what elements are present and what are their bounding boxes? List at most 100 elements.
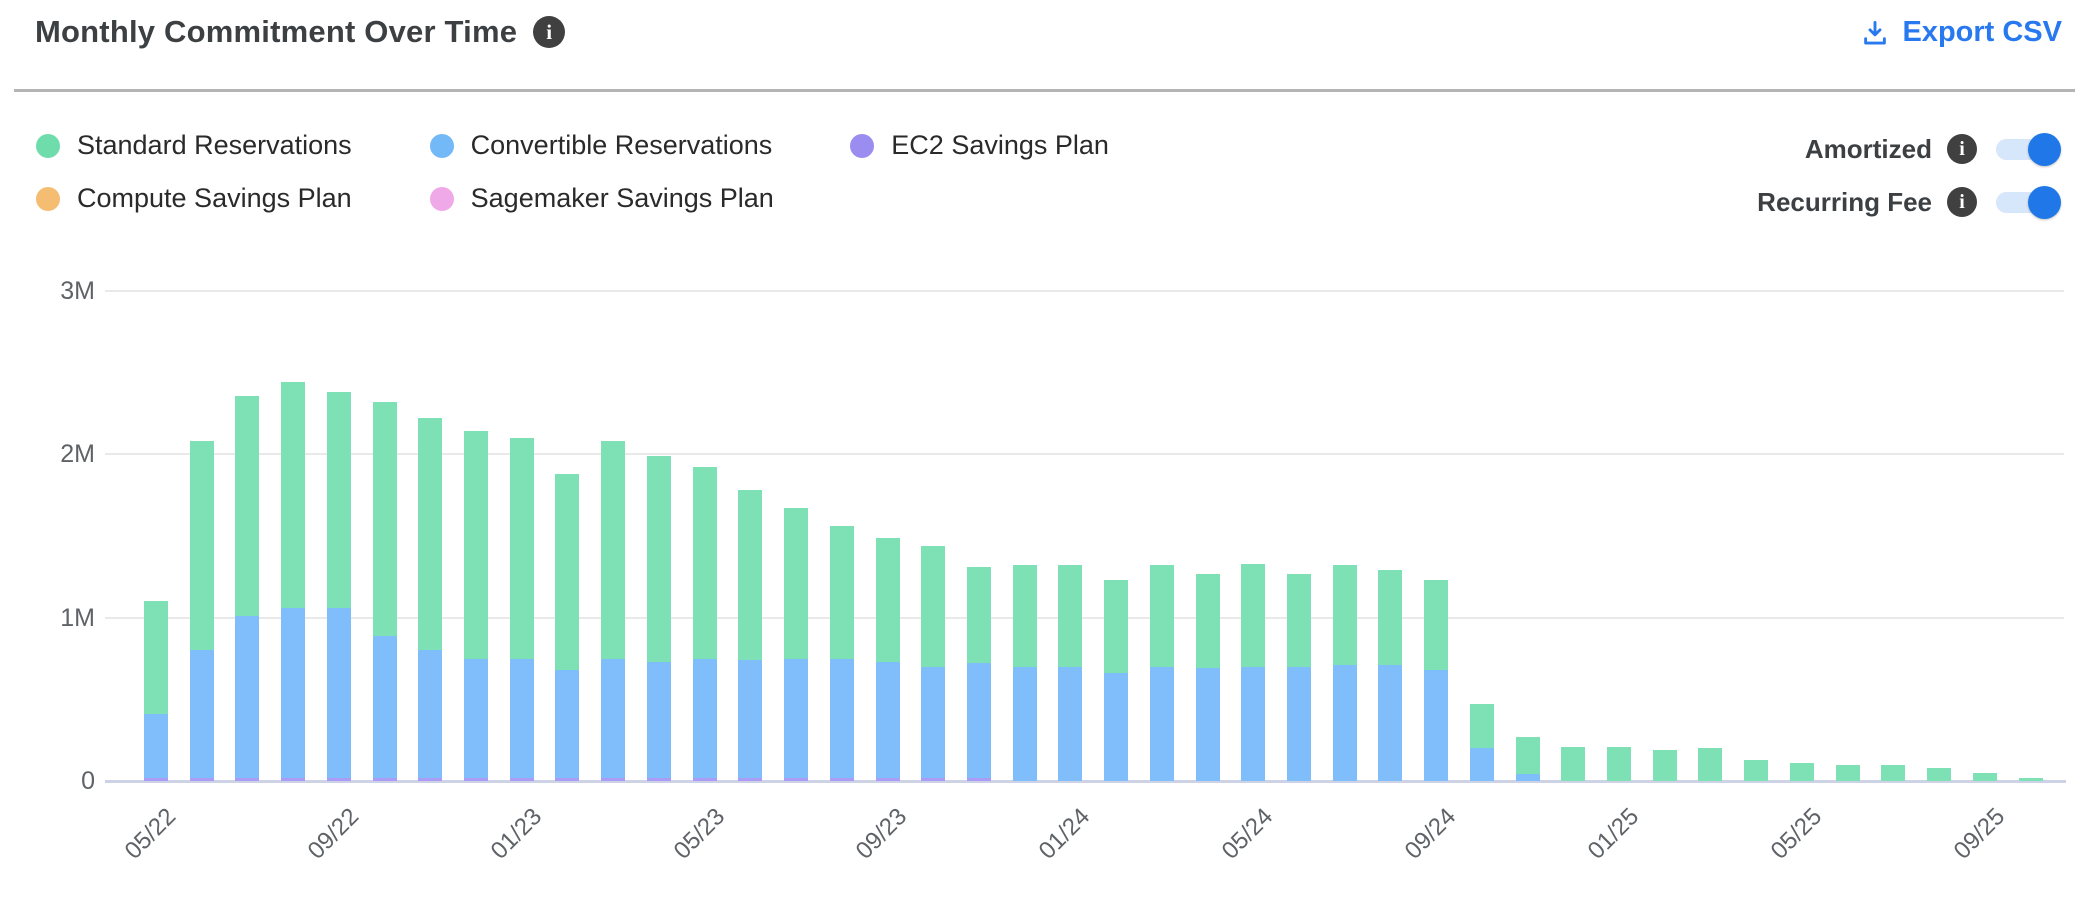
segment-standard-reservations [1104,580,1129,674]
download-icon [1860,18,1890,48]
bar-07/25[interactable] [1881,764,1906,781]
bar-03/24[interactable] [1149,565,1174,781]
bar-11/23[interactable] [966,567,991,781]
segment-convertible-reservations [1149,666,1174,781]
title-info-icon[interactable]: i [533,16,566,48]
segment-ec2-savings-plan [875,777,900,781]
bar-10/25[interactable] [2018,777,2043,781]
segment-ec2-savings-plan [372,777,397,781]
bar-08/24[interactable] [1378,570,1403,781]
legend-item-convertible-reservations[interactable]: Convertible Reservations [429,130,773,161]
bar-10/22[interactable] [372,402,397,781]
bar-06/25[interactable] [1835,764,1860,781]
bar-09/23[interactable] [875,537,900,781]
segment-standard-reservations [601,441,626,659]
segment-convertible-reservations [784,658,809,778]
legend-item-ec2-savings-plan[interactable]: EC2 Savings Plan [850,130,1109,161]
segment-standard-reservations [1469,704,1494,749]
segment-ec2-savings-plan [144,777,168,781]
segment-ec2-savings-plan [235,777,260,781]
bar-06/24[interactable] [1287,573,1311,781]
bar-01/25[interactable] [1607,746,1632,781]
segment-standard-reservations [1698,748,1723,781]
bar-12/22[interactable] [464,431,489,781]
bar-04/23[interactable] [646,455,671,781]
info-icon[interactable]: i [1947,187,1977,217]
bar-09/22[interactable] [326,392,351,781]
bar-08/25[interactable] [1927,767,1952,781]
bar-07/24[interactable] [1332,565,1357,781]
bar-06/23[interactable] [738,490,763,781]
x-tick-label-05/25: 05/25 [1765,803,1828,865]
segment-standard-reservations [1652,749,1677,781]
segment-standard-reservations [921,545,946,667]
x-tick-label-09/24: 09/24 [1399,803,1462,865]
segment-convertible-reservations [281,607,306,778]
bar-02/24[interactable] [1104,580,1129,781]
bar-05/23[interactable] [692,467,717,781]
toggle-knob [2028,185,2061,219]
segment-ec2-savings-plan [829,777,854,781]
bar-02/25[interactable] [1652,749,1677,781]
legend-item-compute-savings-plan[interactable]: Compute Savings Plan [36,183,352,214]
gridline-3M [105,290,2064,292]
info-icon[interactable]: i [1947,134,1977,164]
segment-convertible-reservations [601,658,626,778]
segment-ec2-savings-plan [189,777,214,781]
segment-ec2-savings-plan [966,777,991,781]
bar-02/23[interactable] [555,473,580,781]
segment-standard-reservations [418,418,443,651]
bar-11/22[interactable] [418,418,443,781]
toggle-group: Amortized i Recurring Fee i [1757,130,2062,221]
bar-08/23[interactable] [829,526,854,781]
toggle-knob [2028,132,2061,166]
segment-convertible-reservations [1332,665,1357,781]
bar-10/23[interactable] [921,545,946,781]
recurring-fee-toggle-switch[interactable] [1996,185,2061,219]
segment-convertible-reservations [326,607,351,778]
legend-item-sagemaker-savings-plan[interactable]: Sagemaker Savings Plan [429,183,774,214]
bar-05/24[interactable] [1241,563,1266,781]
segment-standard-reservations [326,392,351,608]
segment-convertible-reservations [1241,666,1266,781]
bar-06/22[interactable] [189,441,214,781]
segment-convertible-reservations [1469,748,1494,781]
legend-item-standard-reservations[interactable]: Standard Reservations [36,130,352,161]
segment-convertible-reservations [692,658,717,778]
gridline-1M [105,616,2064,619]
bar-11/24[interactable] [1515,736,1540,781]
y-tick-label: 0 [81,767,95,795]
bar-03/25[interactable] [1698,748,1723,781]
x-tick-label-05/23: 05/23 [668,803,730,865]
bar-09/24[interactable] [1424,580,1449,781]
bar-04/24[interactable] [1195,573,1220,781]
segment-standard-reservations [1927,767,1952,781]
bar-01/23[interactable] [509,438,534,781]
legend-label: Convertible Reservations [470,130,773,160]
bar-09/25[interactable] [1972,772,1997,781]
bar-01/24[interactable] [1058,565,1083,781]
export-csv-button[interactable]: Export CSV [1860,16,2062,49]
bar-07/22[interactable] [235,395,260,781]
bar-12/23[interactable] [1012,565,1037,781]
bar-04/25[interactable] [1744,759,1769,781]
bar-03/23[interactable] [601,441,626,781]
segment-ec2-savings-plan [646,777,671,781]
legend-dot-icon [429,186,454,211]
bar-05/25[interactable] [1789,763,1814,781]
segment-convertible-reservations [189,650,214,778]
bar-07/23[interactable] [784,508,809,781]
bar-12/24[interactable] [1561,746,1586,781]
segment-standard-reservations [1149,565,1174,667]
bar-05/22[interactable] [144,601,168,781]
y-tick-label: 2M [60,440,95,469]
segment-standard-reservations [1972,772,1997,781]
segment-convertible-reservations [875,661,900,778]
segment-convertible-reservations [738,660,763,778]
segment-convertible-reservations [646,661,671,778]
segment-standard-reservations [464,431,489,659]
bar-08/22[interactable] [281,382,306,781]
amortized-toggle-switch[interactable] [1996,132,2061,166]
bar-10/24[interactable] [1469,704,1494,781]
